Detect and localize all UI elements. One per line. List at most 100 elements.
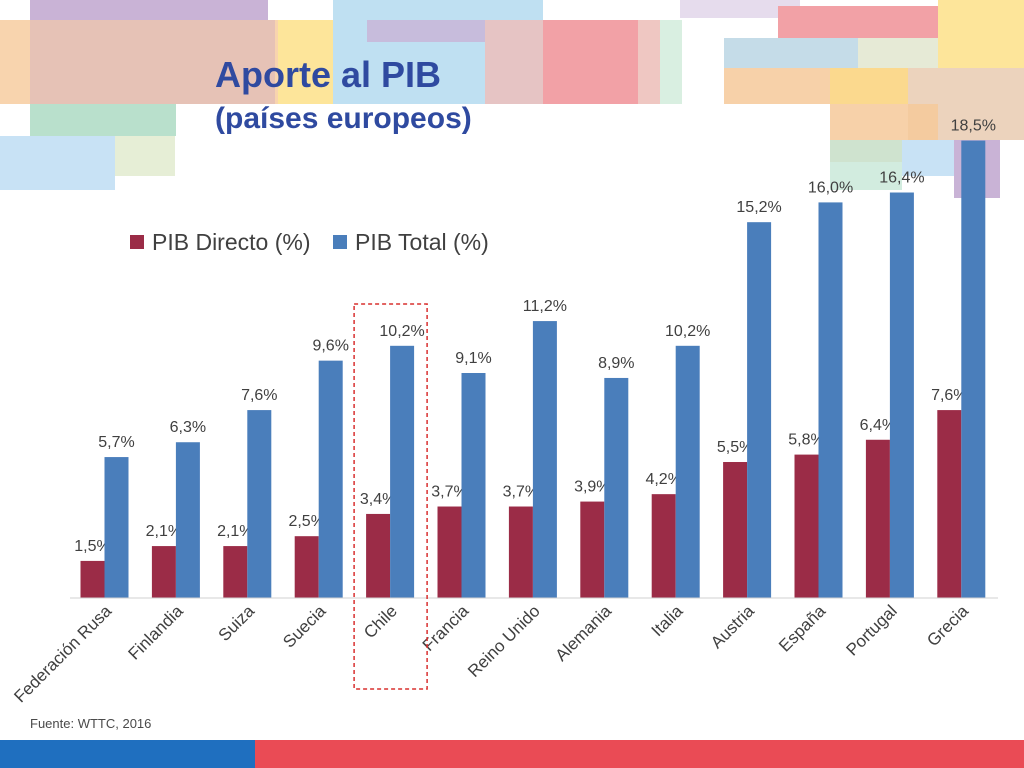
x-tick-label: Finlandia	[125, 601, 188, 664]
data-label-directo: 3,9%	[574, 479, 610, 496]
decor-tile	[830, 162, 902, 190]
bar-directo	[580, 501, 605, 598]
decor-tile	[778, 6, 938, 38]
bar-total	[104, 457, 129, 598]
legend-label-directo: PIB Directo (%)	[152, 229, 310, 255]
data-label-directo: 5,8%	[788, 432, 824, 449]
bar-directo	[508, 506, 533, 598]
decor-tile	[278, 20, 333, 104]
data-label-total: 11,2%	[523, 298, 567, 315]
x-axis-labels: Federación Rusa Finlandia Suiza Suecia Chile…	[10, 601, 972, 706]
chart-legend: PIB Directo (%) PIB Total (%)	[130, 229, 489, 255]
bar-directo	[151, 546, 176, 598]
data-label-directo: 3,7%	[431, 484, 467, 501]
data-label-total: 16,4%	[879, 170, 924, 187]
data-label-directo: 2,5%	[288, 513, 324, 530]
decor-tile	[660, 20, 682, 104]
data-label-total: 9,6%	[312, 338, 348, 355]
bar-total	[247, 410, 272, 598]
bar-directo	[80, 560, 105, 598]
decor-tile	[830, 68, 908, 104]
x-tick-label: Italia	[648, 601, 687, 640]
data-label-directo: 3,7%	[503, 484, 539, 501]
legend-label-total: PIB Total (%)	[355, 229, 489, 255]
data-label-total: 16,0%	[808, 179, 853, 196]
x-tick-label: Alemania	[552, 601, 616, 665]
legend-swatch-total	[333, 235, 347, 249]
data-label-directo: 2,1%	[146, 523, 182, 540]
bar-directo	[294, 536, 319, 598]
data-label-total: 10,2%	[665, 323, 710, 340]
decor-tile	[680, 0, 800, 18]
footer-bar-blue	[0, 740, 255, 768]
bar-directo	[794, 454, 819, 598]
data-label-directo: 7,6%	[931, 387, 967, 404]
decor-tile	[0, 136, 115, 190]
footer-bar-red	[255, 740, 1024, 768]
bar-total	[175, 442, 200, 598]
chile-highlight-box	[353, 303, 428, 690]
bar-directo	[937, 410, 962, 598]
decor-tile	[367, 20, 487, 42]
x-tick-label: Austria	[707, 601, 758, 652]
slide-subtitle: (países europeos)	[215, 102, 472, 135]
bar-total	[889, 192, 914, 598]
chart-bars: 1,5% 5,7% 2,1% 6,3% 2,1% 7,6% 2,5% 9,6% 3,4% 10,2…	[74, 118, 996, 598]
bar-total	[604, 377, 629, 598]
data-label-total: 15,2%	[736, 199, 781, 216]
legend-swatch-directo	[130, 235, 144, 249]
bar-directo	[366, 513, 391, 598]
x-tick-label: Portugal	[843, 601, 901, 659]
data-label-total: 5,7%	[98, 434, 134, 451]
decor-tile	[724, 68, 830, 104]
data-label-directo: 1,5%	[74, 538, 110, 555]
data-label-total: 6,3%	[170, 419, 206, 436]
decor-tile	[858, 38, 938, 68]
decor-tile	[724, 38, 858, 68]
decor-tile	[543, 20, 638, 104]
bar-directo	[723, 462, 748, 598]
decor-tile	[30, 0, 268, 20]
bar-total	[461, 373, 486, 598]
data-label-directo: 2,1%	[217, 523, 253, 540]
bar-total	[747, 222, 772, 598]
bar-total	[818, 202, 843, 598]
decor-tile	[30, 104, 176, 136]
bar-directo	[865, 439, 890, 598]
x-tick-label: Suecia	[279, 601, 330, 652]
bar-directo	[223, 546, 248, 598]
decor-tile	[902, 140, 954, 176]
x-tick-label: Reino Unido	[464, 601, 544, 681]
data-label-total: 7,6%	[241, 387, 277, 404]
x-tick-label: España	[775, 601, 830, 656]
x-tick-label: Federación Rusa	[10, 601, 115, 706]
x-tick-label: Grecia	[923, 601, 972, 650]
decor-tile	[830, 104, 938, 140]
bar-total	[675, 345, 700, 598]
bar-total	[532, 321, 557, 598]
data-label-total: 8,9%	[598, 355, 634, 372]
data-label-directo: 5,5%	[717, 439, 753, 456]
decor-tile	[115, 136, 175, 176]
data-label-total: 9,1%	[455, 350, 491, 367]
bar-total	[318, 360, 343, 598]
x-tick-label: Suiza	[215, 601, 259, 645]
data-label-directo: 6,4%	[860, 417, 896, 434]
decor-tile	[30, 20, 275, 104]
decor-tile	[938, 0, 1024, 68]
bar-total	[390, 345, 415, 598]
bar-directo	[651, 494, 676, 598]
data-label-total: 10,2%	[379, 323, 424, 340]
bar-directo	[437, 506, 462, 598]
source-note: Fuente: WTTC, 2016	[30, 716, 152, 731]
data-label-total: 18,5%	[951, 118, 996, 135]
data-label-directo: 4,2%	[645, 471, 681, 488]
data-label-directo: 3,4%	[360, 491, 396, 508]
x-tick-label: Chile	[360, 601, 401, 642]
decor-tile	[830, 140, 902, 162]
bar-total	[961, 140, 986, 598]
slide-title: Aporte al PIB	[215, 54, 442, 95]
bar-chart: PIB Directo (%) PIB Total (%) 1,5% 5,7% 2,1…	[10, 118, 998, 706]
decor-tile	[485, 20, 545, 104]
decor-tile	[638, 20, 660, 104]
